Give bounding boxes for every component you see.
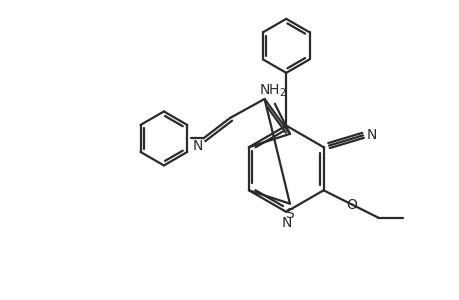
Text: N: N (192, 139, 202, 153)
Text: O: O (346, 198, 356, 212)
Text: NH$_2$: NH$_2$ (258, 83, 286, 99)
Text: N: N (281, 216, 291, 230)
Text: N: N (365, 128, 376, 142)
Text: S: S (284, 207, 293, 220)
